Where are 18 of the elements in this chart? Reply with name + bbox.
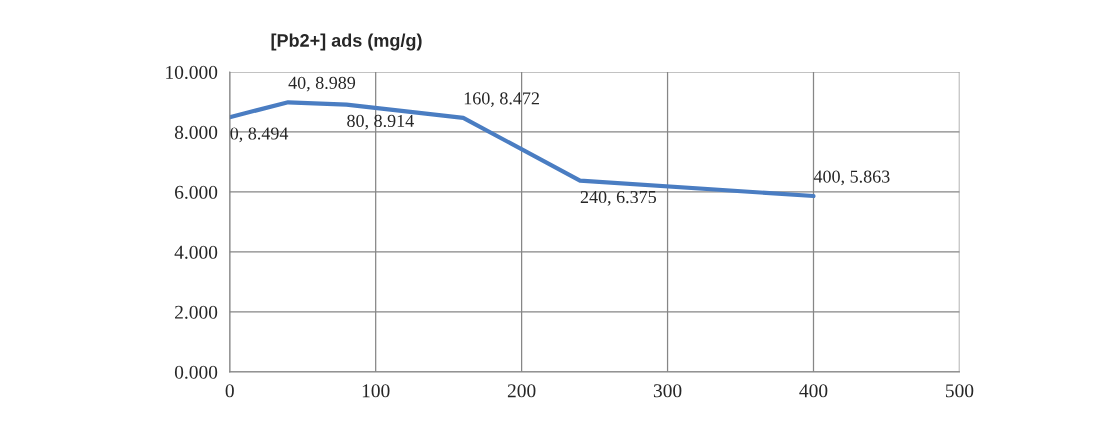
chart-title: [Pb2+] ads (mg/g)	[271, 33, 422, 51]
y-tick-label: 2.000	[175, 305, 218, 319]
x-tick-label: 300	[653, 384, 682, 398]
x-tick-label: 400	[799, 384, 828, 398]
x-tick-label: 200	[507, 384, 536, 398]
x-tick-label: 0	[225, 384, 234, 398]
data-label: 400, 5.863	[813, 170, 890, 186]
data-label: 0, 8.494	[230, 127, 289, 143]
data-label: 40, 8.989	[288, 76, 356, 92]
data-label: 80, 8.914	[347, 114, 414, 130]
y-tick-label: 10.000	[166, 65, 218, 80]
y-tick-label: 8.000	[174, 125, 218, 139]
y-tick-label: 0.000	[174, 365, 218, 379]
y-tick-label: 4.000	[174, 245, 218, 259]
y-tick-label: 6.000	[175, 185, 218, 199]
x-tick-label: 100	[362, 384, 390, 398]
data-label: 240, 6.375	[580, 190, 657, 206]
x-tick-label: 500	[945, 384, 974, 398]
